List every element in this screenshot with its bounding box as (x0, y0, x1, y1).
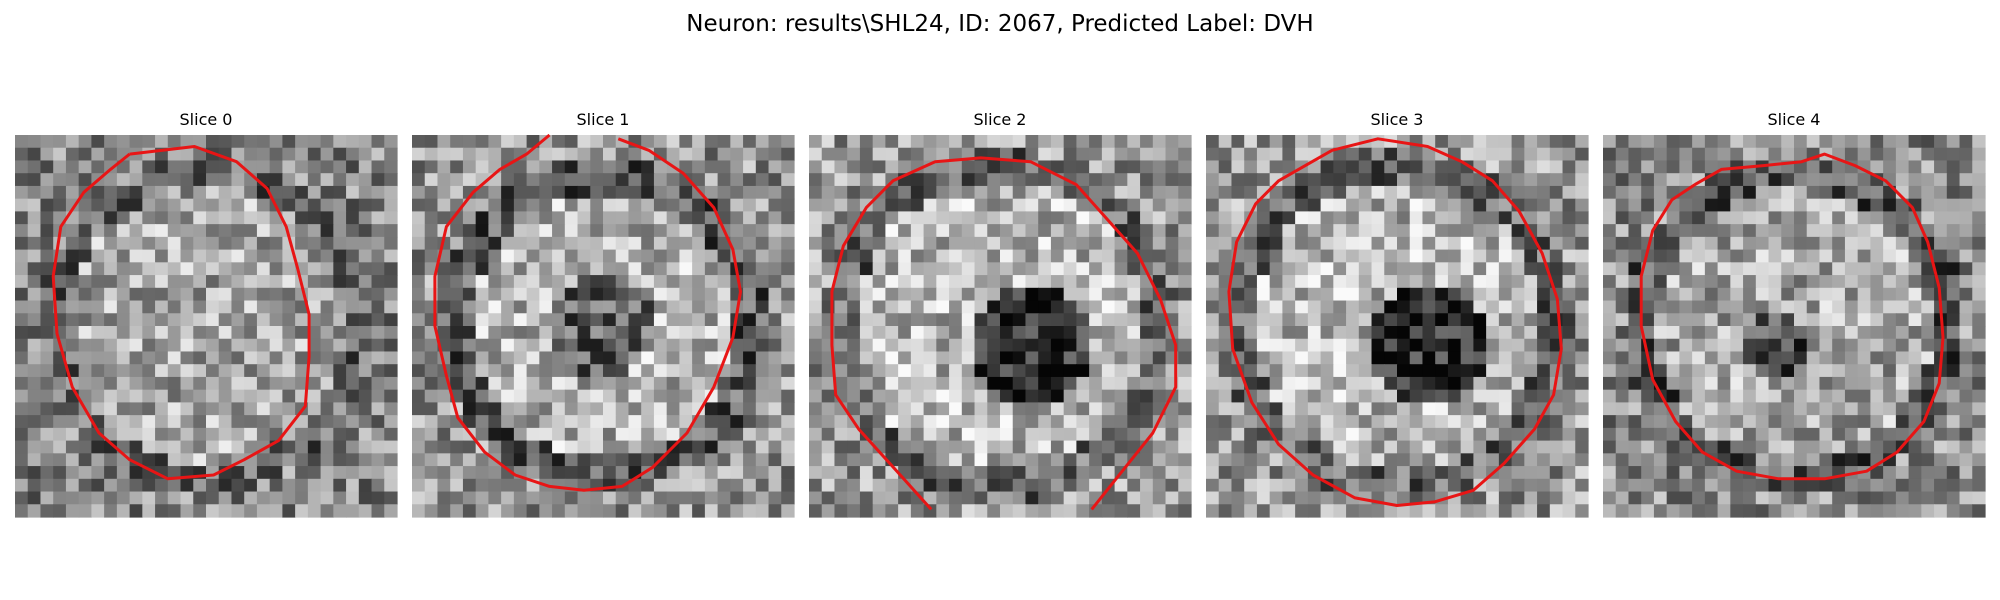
slice-image (1603, 135, 1986, 518)
slice-title: Slice 4 (1768, 110, 1821, 129)
slice-title: Slice 3 (1371, 110, 1424, 129)
slice-panel-4: Slice 4 (1603, 110, 1986, 518)
slice-panel-3: Slice 3 (1206, 110, 1589, 518)
figure-title: Neuron: results\SHL24, ID: 2067, Predict… (686, 11, 1313, 37)
slice-panel-2: Slice 2 (809, 110, 1192, 518)
slice-panel-1: Slice 1 (412, 110, 795, 518)
slice-image (412, 135, 795, 518)
panels-layer: Slice 0 Slice 1 Slice 2 Slice 3 Slice 4 (15, 110, 1986, 518)
slice-image (1206, 135, 1589, 518)
slice-title: Slice 2 (974, 110, 1027, 129)
slice-panel-0: Slice 0 (15, 110, 398, 518)
slice-image (15, 135, 398, 518)
slice-title: Slice 1 (577, 110, 630, 129)
slice-image (809, 135, 1192, 518)
slice-title: Slice 0 (180, 110, 233, 129)
